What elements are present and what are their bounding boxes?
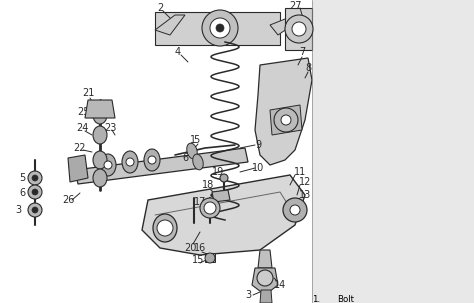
Circle shape [32, 175, 38, 181]
Text: Bolt: Bolt [337, 295, 355, 303]
Text: 6: 6 [19, 188, 25, 198]
Polygon shape [255, 58, 312, 165]
Circle shape [148, 156, 156, 164]
Text: 16: 16 [194, 243, 206, 253]
Circle shape [285, 15, 313, 43]
Circle shape [205, 253, 215, 263]
Ellipse shape [93, 151, 107, 169]
Circle shape [292, 22, 306, 36]
Ellipse shape [93, 106, 107, 124]
Circle shape [283, 198, 307, 222]
Text: 3: 3 [15, 205, 21, 215]
Text: 13: 13 [299, 190, 311, 200]
Ellipse shape [100, 154, 116, 176]
Ellipse shape [187, 143, 197, 159]
Ellipse shape [200, 198, 220, 218]
Ellipse shape [193, 154, 203, 170]
Text: 4: 4 [175, 47, 181, 57]
Bar [0, 0, 312, 303]
Circle shape [28, 185, 42, 199]
Polygon shape [270, 105, 302, 135]
Text: 27: 27 [290, 1, 302, 11]
Polygon shape [85, 100, 115, 118]
Text: 14: 14 [274, 280, 286, 290]
Text: 9: 9 [255, 140, 261, 150]
Text: 18: 18 [202, 180, 214, 190]
Circle shape [210, 18, 230, 38]
Text: 11: 11 [294, 167, 306, 177]
Polygon shape [212, 190, 230, 202]
Text: 1.: 1. [312, 295, 320, 303]
Polygon shape [75, 148, 248, 184]
Text: 19: 19 [212, 167, 224, 177]
Circle shape [216, 24, 224, 32]
Ellipse shape [144, 149, 160, 171]
Text: 5: 5 [19, 173, 25, 183]
Circle shape [220, 174, 228, 182]
Text: 21: 21 [82, 88, 94, 98]
Polygon shape [155, 15, 185, 35]
Text: 26: 26 [62, 195, 74, 205]
Text: 22: 22 [74, 143, 86, 153]
Polygon shape [68, 155, 88, 182]
Text: 7: 7 [299, 47, 305, 57]
Circle shape [281, 115, 291, 125]
Polygon shape [270, 15, 300, 35]
Polygon shape [258, 250, 272, 268]
Text: 12: 12 [299, 177, 311, 187]
Ellipse shape [93, 169, 107, 187]
Ellipse shape [153, 214, 177, 242]
Circle shape [204, 202, 216, 214]
Text: 1: 1 [190, 135, 196, 145]
Polygon shape [142, 175, 305, 255]
Polygon shape [260, 290, 272, 303]
Circle shape [157, 220, 173, 236]
Circle shape [28, 171, 42, 185]
Text: 3: 3 [245, 290, 251, 300]
Text: 23: 23 [104, 123, 116, 133]
Circle shape [32, 189, 38, 195]
Circle shape [126, 158, 134, 166]
Ellipse shape [93, 126, 107, 144]
Text: 6: 6 [182, 153, 188, 163]
Text: 5: 5 [193, 135, 199, 145]
Circle shape [257, 270, 273, 286]
Text: 2: 2 [157, 3, 163, 13]
Polygon shape [205, 253, 215, 262]
Text: 3: 3 [186, 144, 192, 154]
Text: 20: 20 [184, 243, 196, 253]
Polygon shape [285, 8, 312, 50]
Text: 24: 24 [76, 123, 88, 133]
Text: 17: 17 [194, 197, 206, 207]
Circle shape [274, 108, 298, 132]
Text: 25: 25 [78, 107, 90, 117]
Polygon shape [252, 268, 278, 295]
Circle shape [202, 10, 238, 46]
Circle shape [104, 161, 112, 169]
Circle shape [290, 205, 300, 215]
Text: 8: 8 [305, 63, 311, 73]
Polygon shape [155, 12, 280, 45]
Text: 10: 10 [252, 163, 264, 173]
Circle shape [28, 203, 42, 217]
Text: 15: 15 [192, 255, 204, 265]
Circle shape [32, 207, 38, 213]
Ellipse shape [122, 151, 138, 173]
